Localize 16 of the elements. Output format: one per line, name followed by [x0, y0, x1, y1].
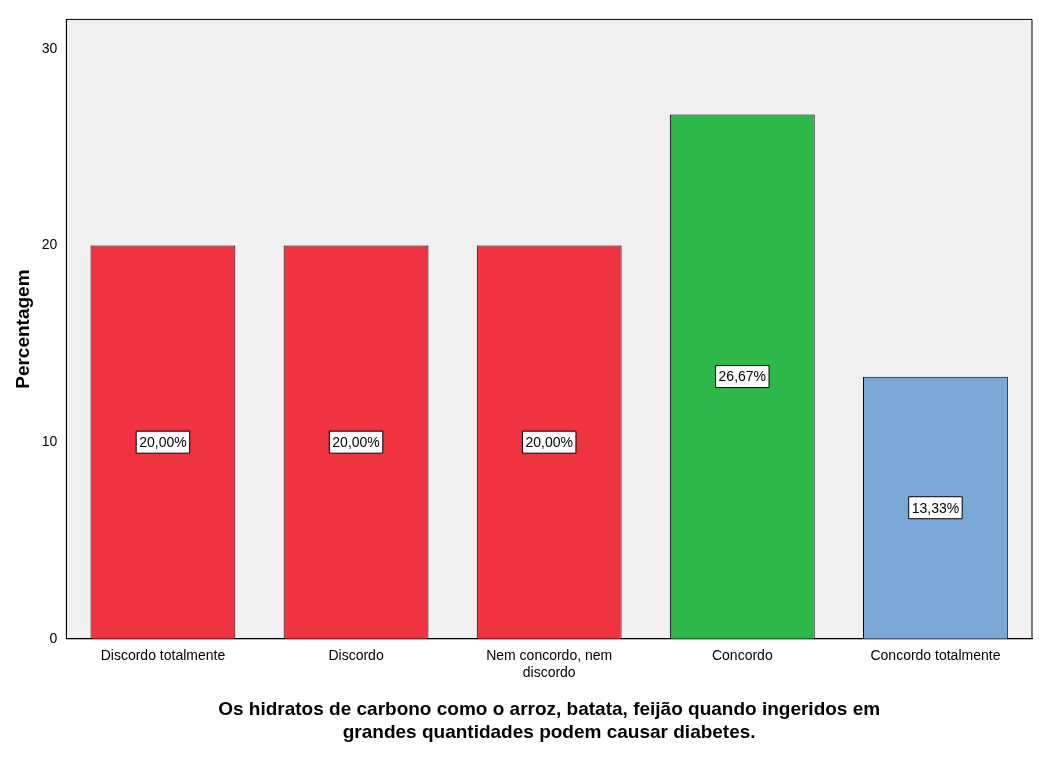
data-label: 20,00%	[139, 434, 187, 451]
x-tick-label: Concordo totalmente	[870, 647, 1001, 664]
x-axis-title: Os hidratos de carbono como o arroz, batata, feijão quando ingeridos em grandes quantidades podem causar diabetes.	[218, 698, 881, 742]
y-tick-label: 0	[49, 629, 58, 646]
data-label: 20,00%	[525, 434, 573, 451]
y-tick-label: 20	[41, 236, 58, 253]
data-label: 26,67%	[718, 368, 767, 385]
data-label: 20,00%	[332, 434, 380, 451]
data-label: 13,33%	[911, 499, 960, 516]
x-tick-label: Concordo	[711, 647, 773, 664]
x-tick-label: Discordo	[328, 647, 384, 664]
y-tick-label: 30	[41, 39, 58, 56]
y-axis-title: Percentagem	[11, 269, 33, 389]
x-tick-label: Nem concordo, nem discordo	[486, 647, 613, 680]
x-tick-label: Discordo totalmente	[100, 647, 226, 664]
y-tick-label: 10	[41, 433, 58, 450]
